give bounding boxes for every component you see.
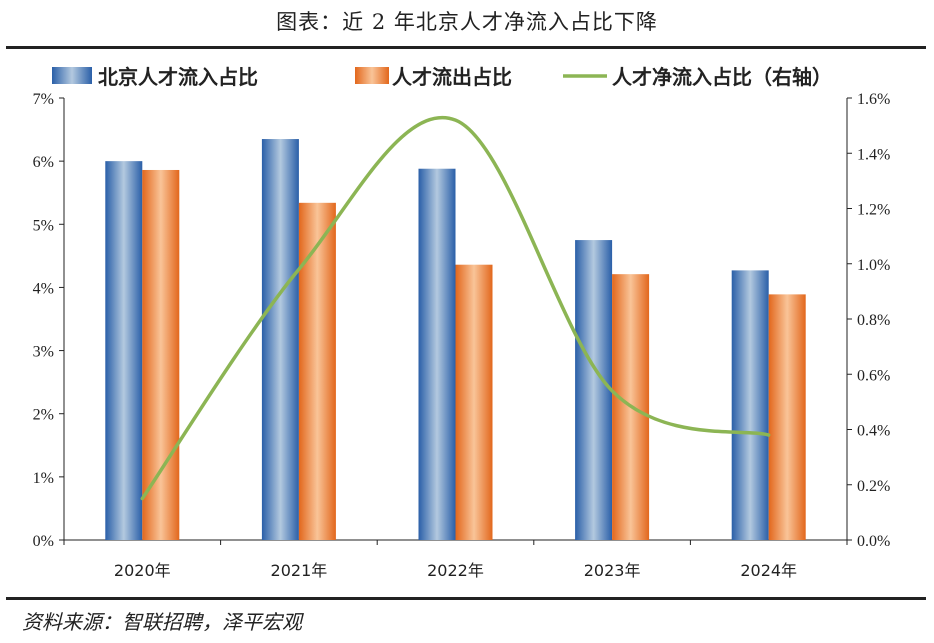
- bottom-rule: [6, 597, 926, 600]
- bar-outflow: [455, 264, 493, 540]
- left-tick-label: 0%: [33, 533, 54, 550]
- legend-label: 人才净流入占比（右轴）: [612, 65, 832, 89]
- right-tick-label: 1.4%: [857, 146, 890, 163]
- axes: 0% 1% 2% 3% 4% 5% 6% 7% 0.0% 0.2% 0.4% 0.6% 0.8% 1.0%…: [33, 91, 891, 580]
- left-tick-label: 5%: [33, 217, 54, 234]
- combo-chart: 北京人才流入占比 人才流出占比 人才净流入占比（右轴） 0% 1% 2% 3% 4% 5% 6%…: [33, 65, 891, 580]
- legend: 北京人才流入占比 人才流出占比 人才净流入占比（右轴）: [52, 65, 832, 89]
- chart-title: 图表：近 2 年北京人才净流入占比下降: [276, 10, 658, 34]
- right-tick-label: 1.6%: [857, 91, 890, 108]
- right-tick-label: 1.0%: [857, 257, 890, 274]
- bar-inflow: [731, 270, 769, 540]
- bar-inflow: [105, 161, 143, 540]
- left-tick-label: 3%: [33, 344, 54, 361]
- bar-outflow: [142, 169, 180, 541]
- bar-inflow: [418, 168, 456, 540]
- x-tick-label: 2020年: [114, 561, 171, 580]
- left-tick-label: 1%: [33, 470, 54, 487]
- left-tick-label: 7%: [33, 91, 54, 108]
- left-tick-label: 6%: [33, 154, 54, 171]
- left-tick-label: 2%: [33, 407, 54, 424]
- bar-inflow: [575, 240, 613, 541]
- x-tick-label: 2021年: [271, 561, 328, 580]
- right-tick-label: 0.8%: [857, 312, 890, 329]
- net-inflow-line: [140, 116, 771, 501]
- source-note: 资料来源：智联招聘，泽平宏观: [22, 610, 302, 634]
- line-series: [140, 116, 771, 501]
- x-tick-label: 2023年: [584, 561, 641, 580]
- right-tick-label: 0.0%: [857, 533, 890, 550]
- x-tick-label: 2022年: [427, 561, 484, 580]
- left-tick-label: 4%: [33, 280, 54, 297]
- bar-series: [105, 139, 806, 541]
- legend-label: 人才流出占比: [392, 65, 512, 89]
- right-tick-label: 0.6%: [857, 367, 890, 384]
- x-tick-label: 2024年: [740, 561, 797, 580]
- legend-swatch: [355, 67, 389, 84]
- legend-swatch: [52, 67, 92, 84]
- legend-label: 北京人才流入占比: [98, 65, 258, 89]
- bar-outflow: [768, 294, 806, 540]
- right-tick-label: 1.2%: [857, 202, 890, 219]
- right-tick-label: 0.4%: [857, 423, 890, 440]
- bar-outflow: [298, 202, 336, 540]
- bar-inflow: [261, 139, 299, 541]
- right-tick-label: 0.2%: [857, 478, 890, 495]
- top-rule: [6, 46, 926, 49]
